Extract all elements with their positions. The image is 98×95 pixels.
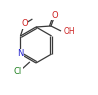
Text: OH: OH — [64, 27, 76, 36]
Text: O: O — [52, 11, 58, 19]
Text: Cl: Cl — [14, 67, 22, 76]
Text: N: N — [17, 49, 24, 59]
Text: O: O — [21, 19, 28, 28]
